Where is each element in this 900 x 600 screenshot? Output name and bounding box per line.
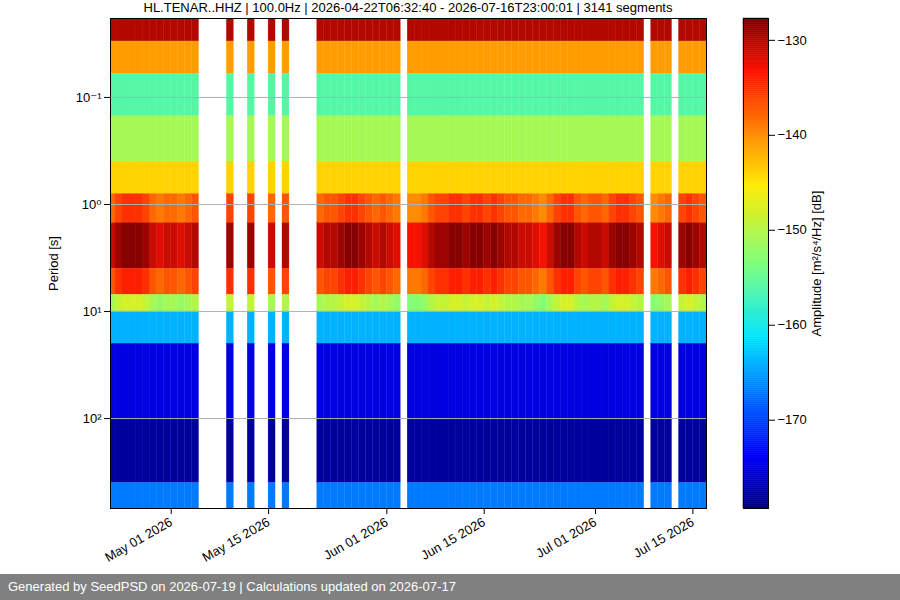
svg-text:Jul 01 2026: Jul 01 2026 xyxy=(533,514,599,561)
svg-text:−170: −170 xyxy=(778,412,807,427)
svg-text:Amplitude [m²/s⁴/Hz] [dB]: Amplitude [m²/s⁴/Hz] [dB] xyxy=(809,191,824,337)
svg-text:Period [s]: Period [s] xyxy=(46,236,61,291)
html-text:HL.TENAR..HHZ | 100.0Hz | 2026: HL.TENAR..HHZ | 100.0Hz | 2026-04-22T06:… xyxy=(143,0,673,15)
svg-text:10¹: 10¹ xyxy=(83,304,102,319)
svg-text:−140: −140 xyxy=(778,127,807,142)
svg-text:May 01 2026: May 01 2026 xyxy=(102,514,175,565)
html-text:Generated by SeedPSD on 2026-0: Generated by SeedPSD on 2026-07-19 | Cal… xyxy=(8,579,456,594)
svg-text:Jul 15 2026: Jul 15 2026 xyxy=(631,514,697,561)
svg-text:−130: −130 xyxy=(778,33,807,48)
svg-text:−160: −160 xyxy=(778,317,807,332)
svg-text:10⁰: 10⁰ xyxy=(82,197,102,212)
svg-text:Jun 15 2026: Jun 15 2026 xyxy=(418,514,487,563)
svg-text:−150: −150 xyxy=(778,222,807,237)
svg-text:May 15 2026: May 15 2026 xyxy=(200,514,273,565)
svg-text:10⁻¹: 10⁻¹ xyxy=(76,90,102,105)
svg-text:Jun 01 2026: Jun 01 2026 xyxy=(321,514,390,563)
svg-text:10²: 10² xyxy=(83,411,102,426)
